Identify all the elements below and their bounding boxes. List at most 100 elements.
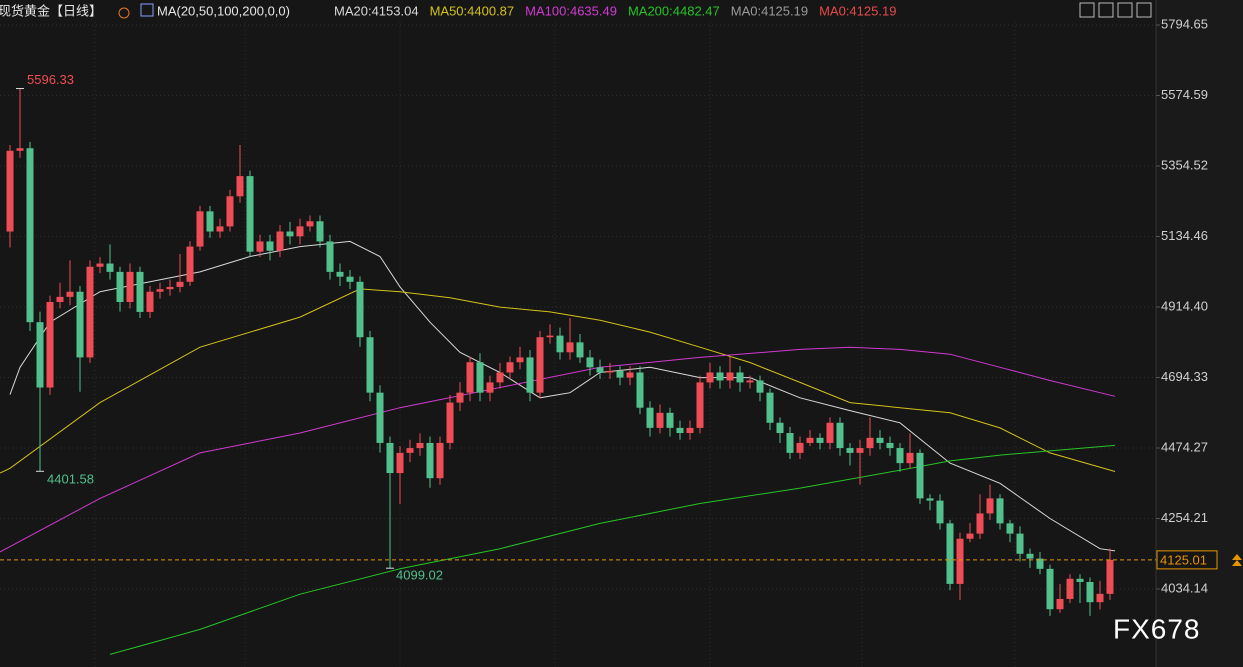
- candle-body: [936, 500, 944, 524]
- candle-body: [1016, 533, 1024, 554]
- candle-body: [796, 442, 804, 453]
- candle-body: [976, 513, 984, 534]
- candle-body: [1106, 559, 1114, 594]
- price-marker-icon: [1232, 554, 1242, 566]
- candle-body: [996, 498, 1004, 524]
- candle-body: [276, 231, 284, 251]
- candle-body: [1036, 558, 1044, 569]
- candle-body: [216, 226, 224, 232]
- ma-line: [0, 346, 1116, 553]
- candle-body: [386, 442, 394, 474]
- candle-body: [696, 382, 704, 428]
- candle-body: [556, 335, 564, 353]
- candle-body: [1046, 568, 1054, 610]
- candle-body: [426, 442, 434, 479]
- candle-body: [66, 291, 74, 297]
- candle-body: [626, 372, 634, 378]
- candle-body: [116, 271, 124, 302]
- candle-body: [1066, 578, 1074, 599]
- candle-body: [306, 221, 314, 227]
- candle-body: [836, 422, 844, 449]
- y-tick-label: 4914.40: [1161, 298, 1208, 313]
- candle-body: [316, 221, 324, 242]
- candle-body: [716, 372, 724, 381]
- candle-body: [1026, 553, 1034, 559]
- candle-body: [56, 296, 64, 302]
- candle-body: [906, 452, 914, 464]
- candle-body: [176, 281, 184, 287]
- legend-entry: MA0:4125.19: [819, 3, 896, 18]
- candle-body: [6, 150, 14, 232]
- tool-button[interactable]: [1098, 2, 1114, 18]
- y-tick-label: 4474.27: [1161, 439, 1208, 454]
- candle-body: [36, 322, 44, 388]
- candle-body: [726, 372, 734, 381]
- tool-button[interactable]: [1079, 2, 1095, 18]
- y-tick-label: 5354.52: [1161, 157, 1208, 172]
- candle-body: [916, 452, 924, 499]
- high-label: 5596.33: [27, 72, 74, 87]
- candle-body: [196, 211, 204, 247]
- candle-body: [856, 448, 864, 453]
- candle-body: [16, 148, 24, 151]
- candle-body: [616, 370, 624, 378]
- candle-body: [816, 437, 824, 443]
- candle-body: [256, 241, 264, 252]
- candle-body: [896, 448, 904, 464]
- candle-body: [596, 367, 604, 373]
- ma-line: [109, 444, 1116, 655]
- candle-body: [766, 392, 774, 423]
- candle-body: [76, 291, 84, 358]
- candle-body: [526, 357, 534, 393]
- tool-button[interactable]: [1117, 2, 1133, 18]
- candle-body: [806, 437, 814, 443]
- candle-body: [1006, 523, 1014, 534]
- candle-body: [366, 337, 374, 393]
- candle-body: [356, 281, 364, 338]
- y-tick-label: 5134.46: [1161, 228, 1208, 243]
- low-label: 4099.02: [396, 568, 443, 583]
- candle-body: [396, 452, 404, 474]
- candle-body: [266, 241, 274, 251]
- candle-body: [786, 433, 794, 453]
- candle-body: [146, 291, 154, 312]
- candle-body: [686, 427, 694, 434]
- candle-body: [566, 342, 574, 353]
- low-label: 4401.58: [47, 472, 94, 487]
- candle-body: [536, 337, 544, 393]
- candle-body: [516, 357, 524, 363]
- candle-body: [966, 533, 974, 539]
- candle-body: [866, 437, 874, 449]
- y-tick-label: 4694.33: [1161, 369, 1208, 384]
- candle-body: [646, 407, 654, 428]
- tool-button[interactable]: [1136, 2, 1152, 18]
- candle-body: [326, 241, 334, 272]
- candle-body: [96, 263, 104, 267]
- candle-body: [1086, 581, 1094, 603]
- candle-body: [206, 211, 214, 232]
- legend-entry: MA200:4482.47: [628, 3, 720, 18]
- candle-body: [666, 412, 674, 428]
- candle-body: [986, 498, 994, 514]
- candle-body: [406, 448, 414, 453]
- candle-body: [26, 148, 34, 323]
- candle-body: [136, 271, 144, 312]
- indicator-icon[interactable]: [140, 3, 154, 17]
- candle-body: [1076, 578, 1084, 582]
- candle-body: [416, 442, 424, 449]
- candle-body: [166, 286, 174, 290]
- candle-body: [246, 176, 254, 252]
- watermark: FX678: [1113, 613, 1201, 644]
- candle-body: [436, 442, 444, 479]
- add-icon[interactable]: [118, 7, 130, 19]
- candle-body: [486, 382, 494, 393]
- candle-body: [656, 412, 664, 428]
- candle-body: [86, 266, 94, 358]
- candle-body: [376, 392, 384, 443]
- legend-entry: MA20:4153.04: [334, 3, 419, 18]
- chart-title: 现货黄金【日线】: [0, 3, 102, 18]
- candle-body: [546, 335, 554, 338]
- candle-body: [956, 538, 964, 584]
- candle-body: [636, 372, 644, 408]
